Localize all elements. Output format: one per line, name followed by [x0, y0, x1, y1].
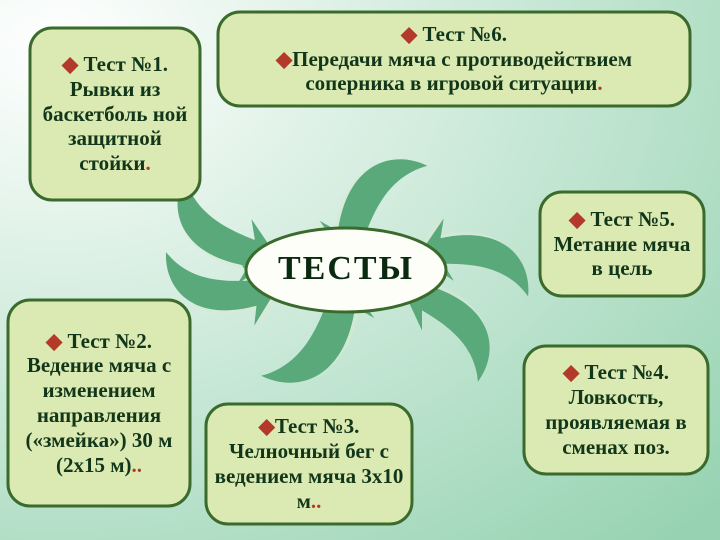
diamond-bullet-icon: ◆	[259, 414, 275, 439]
box-title: Тест №1.	[83, 52, 168, 76]
test-box-t5: ◆ Тест №5.Метание мяча в цель	[540, 192, 704, 296]
box-body: Ловкость, проявляемая в сменах поз.	[545, 385, 686, 459]
box-title: Тест №2.	[67, 329, 152, 353]
center-label: ТЕСТЫ	[246, 250, 446, 288]
box-title: Тест №6.	[422, 22, 507, 46]
box-tail: .	[597, 71, 602, 95]
test-box-t1: ◆ Тест №1.Рывки из баскетболь ной защитн…	[30, 28, 200, 200]
box-title: Тест №4.	[584, 360, 669, 384]
diagram-stage: ТЕСТЫ ◆ Тест №1.Рывки из баскетболь ной з…	[0, 0, 720, 540]
diamond-bullet-icon: ◆	[62, 52, 78, 77]
box-tail: ..	[132, 453, 143, 477]
diamond-bullet-icon: ◆	[276, 47, 292, 72]
diamond-bullet-icon: ◆	[569, 207, 585, 232]
test-box-t6: ◆ Тест №6.◆Передачи мяча с противодейств…	[218, 12, 690, 106]
box-body: Ведение мяча с изменением направления («…	[26, 353, 173, 476]
test-box-t4: ◆ Тест №4.Ловкость, проявляемая в сменах…	[524, 346, 708, 474]
diamond-bullet-icon: ◆	[563, 360, 579, 385]
box-tail: ..	[311, 489, 322, 513]
diamond-bullet-icon: ◆	[401, 22, 417, 47]
box-body: Челночный бег с ведением мяча 3х10 м	[215, 439, 404, 513]
box-body: Рывки из баскетболь ной защитной стойки	[43, 77, 188, 175]
box-title: Тест №5.	[590, 207, 675, 231]
test-box-t2: ◆ Тест №2.Ведение мяча с изменением напр…	[8, 300, 190, 506]
box-body: Метание мяча в цель	[554, 232, 691, 281]
box-body: Передачи мяча с противодействием соперни…	[292, 47, 632, 96]
box-tail: .	[145, 151, 150, 175]
test-box-t3: ◆Тест №3.Челночный бег с ведением мяча 3…	[206, 404, 412, 524]
box-title: Тест №3.	[275, 414, 360, 438]
diamond-bullet-icon: ◆	[46, 329, 62, 354]
